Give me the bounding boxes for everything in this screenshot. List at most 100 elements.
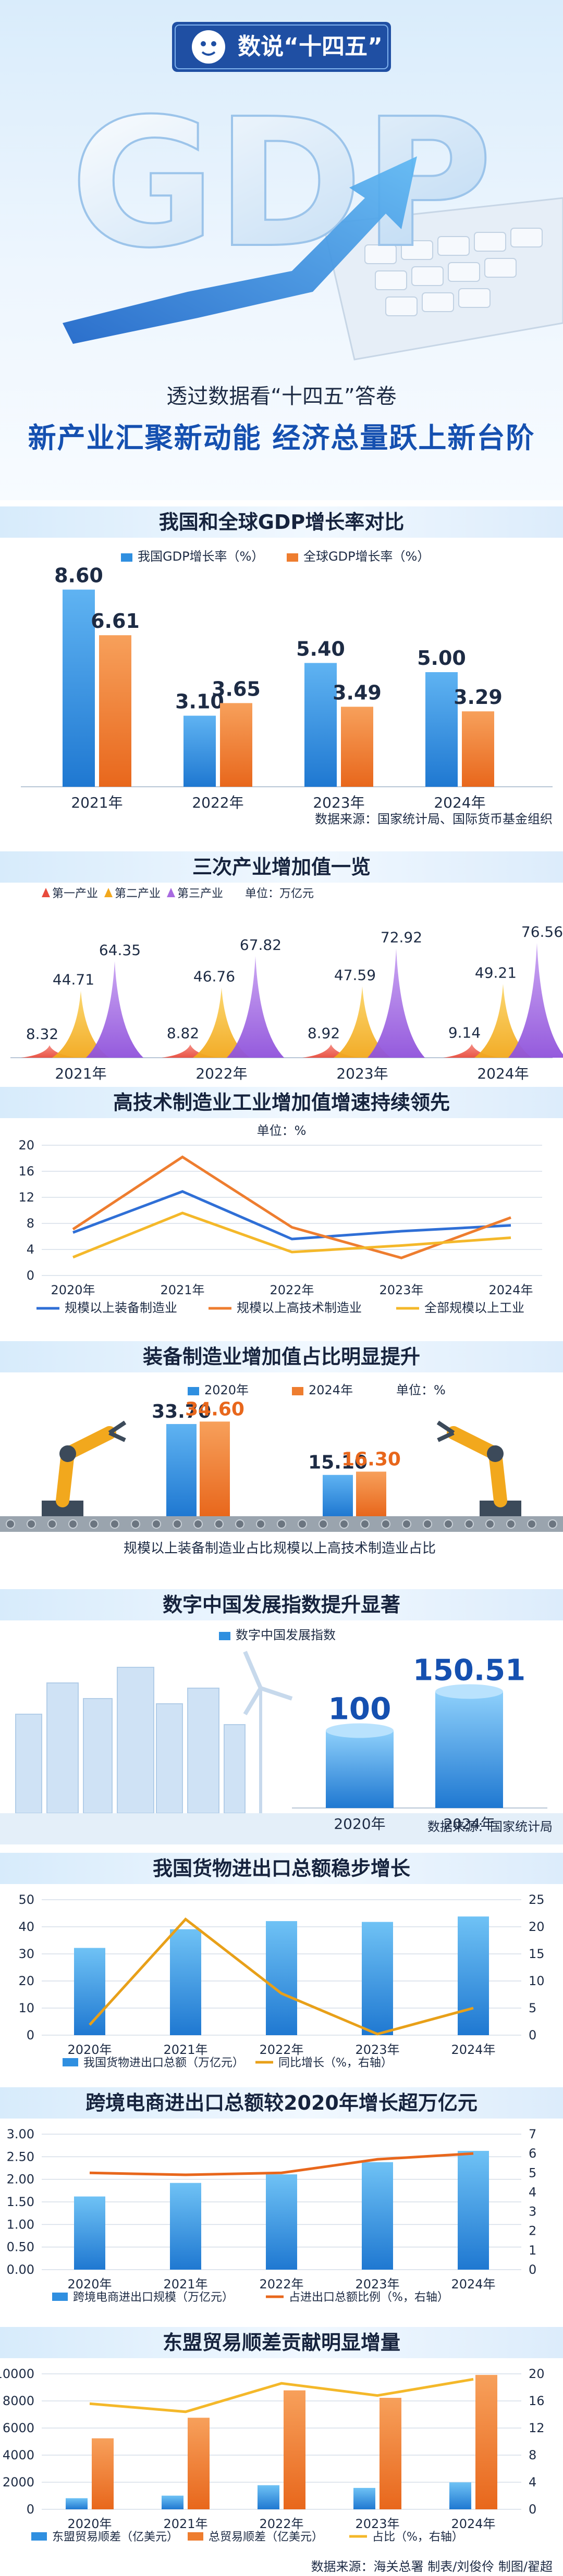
y-tick-label-right: 1	[529, 2243, 536, 2258]
legend-label: 规模以上高技术制造业	[237, 1301, 362, 1315]
legend-label: 2024年	[309, 1383, 353, 1397]
robot-joint	[59, 1445, 76, 1462]
line-series	[89, 2152, 474, 2176]
x-tick-label: 2022年	[259, 2517, 303, 2531]
value-label: 8.60	[54, 564, 103, 587]
legend-label: 占比（%，右轴）	[372, 2531, 463, 2544]
belt-roller	[402, 1519, 411, 1529]
y-tick-label-left: 2.00	[7, 2172, 34, 2187]
belt-roller	[27, 1519, 36, 1529]
legend-label: 全球GDP增长率（%）	[303, 549, 430, 564]
section-band	[0, 1087, 563, 1118]
value-label: 16.30	[341, 1448, 401, 1470]
keyboard-illustration	[322, 197, 563, 361]
x-tick-label: 2023年	[355, 2277, 399, 2292]
belt-roller	[256, 1519, 265, 1529]
x-tick-label: 2022年	[270, 1283, 314, 1297]
y-tick-label-right: 4	[529, 2475, 536, 2490]
value-label: 64.35	[99, 942, 141, 959]
section-title: 我国和全球GDP增长率对比	[158, 511, 405, 534]
belt-roller	[548, 1519, 557, 1529]
value-label: 100	[328, 1691, 391, 1727]
value-label: 44.71	[53, 971, 94, 988]
unit-label: 单位：万亿元	[245, 887, 314, 900]
y-tick-label: 16	[18, 1164, 34, 1179]
bar-series-1	[449, 2482, 471, 2509]
turbine-blades	[243, 1651, 293, 1716]
x-tick-label: 2022年	[259, 2277, 303, 2292]
value-label: 3.10	[175, 690, 224, 713]
value-label: 9.14	[448, 1024, 481, 1042]
section-band	[0, 2087, 563, 2119]
peak-2	[193, 987, 250, 1058]
y-tick-label-left: 4000	[3, 2448, 34, 2462]
value-label: 47.59	[334, 967, 376, 984]
value-label: 33.70	[152, 1401, 211, 1422]
mascot-icon	[192, 30, 225, 64]
peak-3	[508, 943, 563, 1058]
gdp-growth-chart: 我国GDP增长率（%） 全球GDP增长率（%）8.606.612021年3.103…	[21, 549, 553, 811]
y-tick-label: 4	[27, 1242, 34, 1257]
section-band	[0, 1853, 563, 1884]
bar-2024	[200, 1421, 230, 1516]
value-label: 150.51	[413, 1653, 525, 1687]
legend-swatch	[121, 553, 132, 562]
header-art: GDP	[63, 22, 563, 361]
y-tick-label-left: 20	[18, 1974, 34, 1988]
bar-series-1	[162, 2495, 183, 2509]
y-tick-label-right: 20	[529, 2367, 545, 2381]
belt-roller	[527, 1519, 536, 1529]
peak-1	[302, 1044, 360, 1058]
bar-china	[183, 715, 216, 787]
legend-label: 占进出口总额比例（%，右轴）	[289, 2291, 449, 2304]
section-ecommerce: 跨境电商进出口总额较2020年增长超万亿元 0.00 0.50 1.00 1.50 2.…	[0, 2084, 563, 2329]
bar-world	[99, 635, 131, 787]
section-title: 我国货物进出口总额稳步增长	[152, 1857, 410, 1880]
legend-peak-icon	[42, 888, 50, 897]
bar-2024	[356, 1471, 386, 1516]
legend-label: 第二产业	[115, 887, 161, 900]
y-tick-label-right: 4	[529, 2185, 536, 2199]
belt-roller	[381, 1519, 390, 1529]
bar-series-1	[170, 2183, 201, 2270]
bar-world	[341, 707, 373, 787]
belt-roller	[110, 1519, 119, 1529]
y-tick-label-right: 0	[529, 2028, 536, 2042]
peak-1	[162, 1044, 219, 1058]
legend-label: 2020年	[204, 1383, 249, 1397]
section-band	[0, 506, 563, 538]
y-tick-label-right: 20	[529, 1919, 545, 1934]
belt-roller	[152, 1519, 161, 1529]
category-label: 2024年	[477, 1065, 529, 1082]
robot-arm-icon	[447, 1426, 507, 1507]
y-tick-label-left: 30	[18, 1947, 34, 1961]
y-tick-label: 20	[18, 1138, 34, 1153]
legend-swatch	[292, 1387, 303, 1395]
y-tick-label-right: 5	[529, 2001, 536, 2015]
category-label: 2022年	[192, 794, 243, 811]
bar-2020	[166, 1424, 197, 1516]
city-building	[83, 1698, 113, 1814]
belt-roller	[47, 1519, 57, 1529]
legend-swatch	[31, 2532, 47, 2541]
bar-series-2	[380, 2398, 401, 2509]
category-label: 规模以上装备制造业占比	[124, 1541, 273, 1556]
line-series	[89, 2377, 474, 2413]
section-industry: 三次产业增加值一览 第一产业 第二产业 第三产业 单位：万亿元 8.32 44.71 64.…	[0, 839, 563, 1084]
gdp-big-word: GDP	[70, 81, 493, 287]
category-label: 2023年	[336, 1065, 388, 1082]
x-tick-label: 2021年	[160, 1283, 204, 1297]
section-title: 三次产业增加值一览	[192, 856, 371, 878]
peak-2	[334, 986, 391, 1058]
section-asean: 东盟贸易顺差贡献明显增量 0 2000 4000 6000 8000 10000 0 4 8 12…	[0, 2324, 563, 2576]
legend-peak-icon	[167, 888, 175, 897]
belt-roller	[444, 1519, 453, 1529]
legend-label: 我国GDP增长率（%）	[138, 549, 264, 564]
legend-label: 数字中国发展指数	[236, 1628, 336, 1642]
value-label: 15.10	[308, 1452, 368, 1473]
y-tick-label-left: 8000	[3, 2394, 34, 2408]
y-tick-label-right: 25	[529, 1892, 545, 1907]
belt-roller	[193, 1519, 203, 1529]
bar-world	[220, 703, 252, 787]
robot-claw	[436, 1420, 455, 1442]
